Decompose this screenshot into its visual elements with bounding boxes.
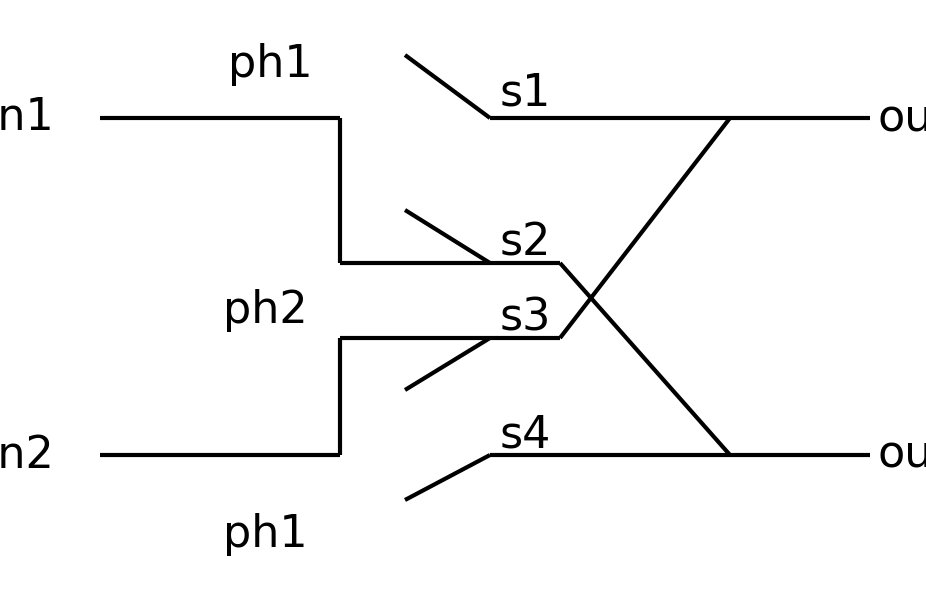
Text: ph1: ph1: [228, 44, 312, 87]
Text: out1: out1: [878, 97, 926, 140]
Text: in2: in2: [0, 433, 55, 476]
Text: ph2: ph2: [222, 288, 307, 331]
Text: ph1: ph1: [222, 514, 307, 557]
Text: s4: s4: [500, 413, 551, 456]
Text: s3: s3: [500, 296, 552, 339]
Text: out2: out2: [878, 433, 926, 476]
Text: s2: s2: [500, 222, 552, 265]
Text: s1: s1: [500, 72, 551, 115]
Text: in1: in1: [0, 97, 55, 140]
